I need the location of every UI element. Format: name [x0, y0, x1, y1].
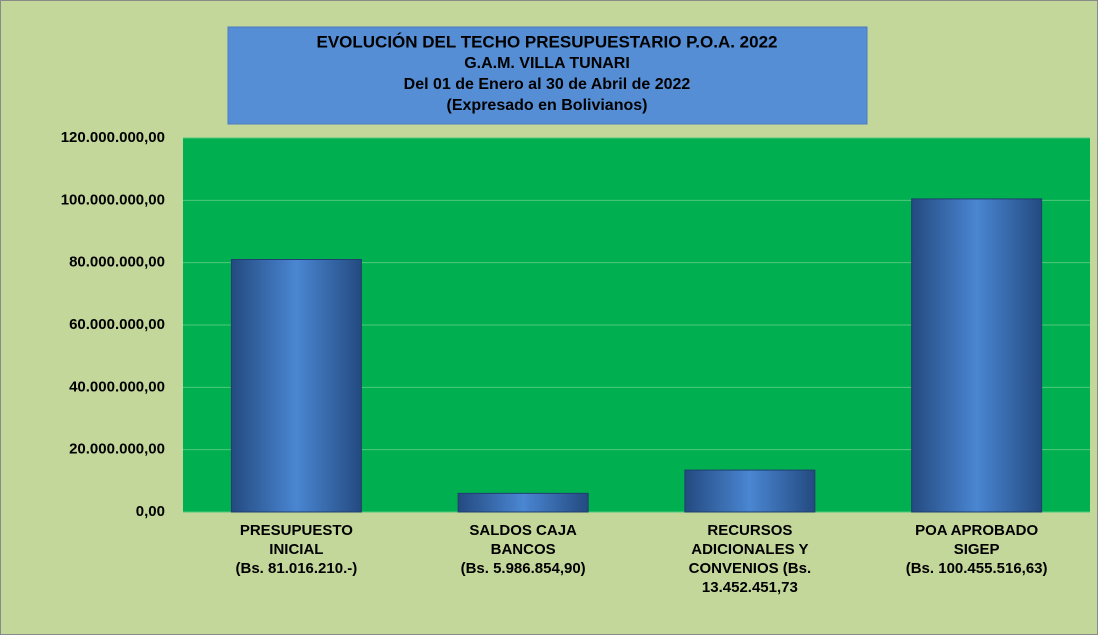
x-tick-label: (Bs. 5.986.854,90)	[461, 560, 586, 577]
x-tick-label: PRESUPUESTO	[240, 522, 353, 539]
chart-title: Del 01 de Enero al 30 de Abril de 2022	[404, 76, 691, 93]
bar	[911, 198, 1043, 513]
x-tick-label: CONVENIOS (Bs.	[689, 560, 812, 577]
x-tick-label: RECURSOS	[707, 522, 792, 539]
y-tick-label: 100.000.000,00	[61, 191, 165, 208]
y-tick-label: 0,00	[136, 503, 165, 520]
x-tick-label: SALDOS CAJA	[469, 522, 577, 539]
x-tick-label: INICIAL	[269, 541, 323, 558]
chart-title: EVOLUCIÓN DEL TECHO PRESUPUESTARIO P.O.A…	[317, 32, 778, 51]
x-tick-label: ADICIONALES Y	[691, 541, 808, 558]
y-tick-label: 20.000.000,00	[69, 441, 165, 458]
bar	[684, 469, 816, 513]
chart-title: (Expresado en Bolivianos)	[447, 97, 648, 114]
chart-title: G.A.M. VILLA TUNARI	[464, 55, 630, 72]
bar	[457, 492, 589, 513]
y-tick-label: 80.000.000,00	[69, 254, 165, 271]
x-tick-label: (Bs. 100.455.516,63)	[906, 560, 1048, 577]
y-tick-label: 60.000.000,00	[69, 316, 165, 333]
y-tick-label: 120.000.000,00	[61, 129, 165, 146]
x-tick-label: (Bs. 81.016.210.-)	[236, 560, 358, 577]
x-tick-label: 13.452.451,73	[702, 579, 798, 596]
y-tick-label: 40.000.000,00	[69, 378, 165, 395]
x-tick-label: SIGEP	[954, 541, 1000, 558]
x-tick-label: POA APROBADO	[915, 522, 1038, 539]
title-box	[227, 26, 868, 125]
x-tick-label: BANCOS	[491, 541, 556, 558]
bar	[230, 258, 362, 513]
